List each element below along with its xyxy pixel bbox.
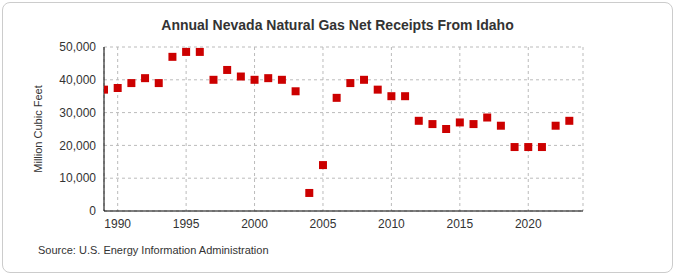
svg-text:30,000: 30,000	[59, 106, 96, 120]
svg-text:2020: 2020	[515, 217, 542, 231]
svg-text:Million Cubic Feet: Million Cubic Feet	[32, 85, 44, 172]
svg-text:2000: 2000	[241, 217, 268, 231]
svg-text:40,000: 40,000	[59, 73, 96, 87]
svg-text:2005: 2005	[310, 217, 337, 231]
svg-text:2010: 2010	[378, 217, 405, 231]
svg-text:50,000: 50,000	[59, 40, 96, 54]
html-text:Annual Nevada Natural Gas Net: Annual Nevada Natural Gas Net Receipts F…	[161, 17, 514, 33]
svg-text:1990: 1990	[104, 217, 131, 231]
svg-text:10,000: 10,000	[59, 171, 96, 185]
svg-text:0: 0	[89, 204, 96, 218]
html-text:Source: U.S. Energy Informatio: Source: U.S. Energy Information Administ…	[38, 244, 269, 256]
svg-text:20,000: 20,000	[59, 139, 96, 153]
svg-text:2015: 2015	[446, 217, 473, 231]
svg-text:1995: 1995	[173, 217, 200, 231]
